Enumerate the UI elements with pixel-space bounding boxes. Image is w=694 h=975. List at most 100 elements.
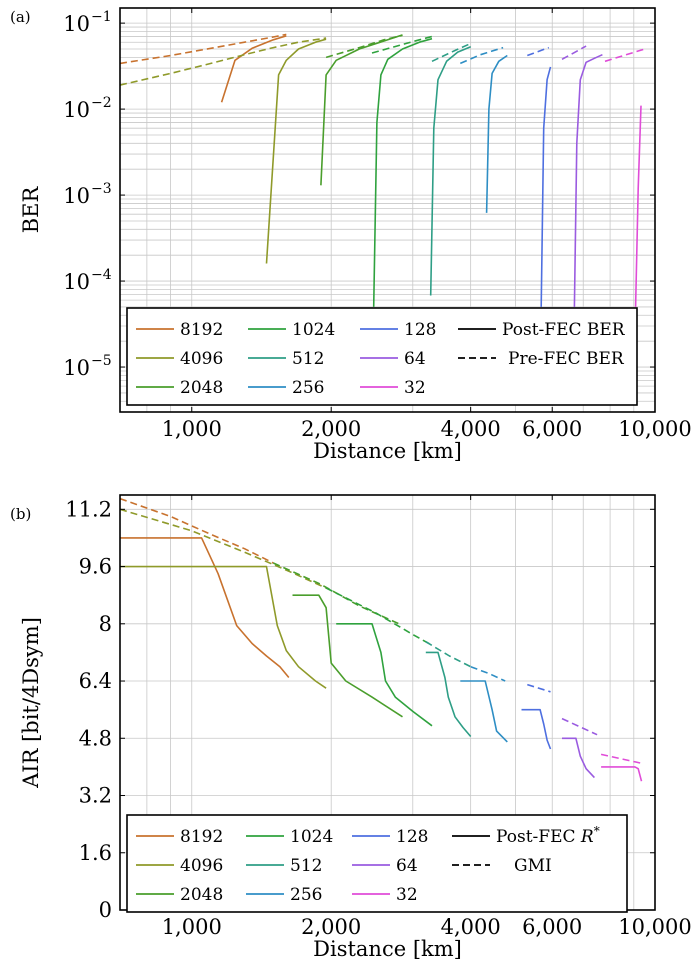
legend-entry-label: 1024 <box>290 827 333 847</box>
series-line-4096-post <box>265 38 327 264</box>
y-tick-label: 10 <box>63 12 90 36</box>
series-line-1024-gmi <box>325 587 433 646</box>
series-line-2048-post <box>320 34 403 186</box>
y-tick-exponent: −5 <box>91 353 112 369</box>
ticks: 1,000 2,000 4,000 6,000 10,00010−510−410−310… <box>63 8 692 441</box>
series-line-1024-post <box>372 37 433 307</box>
y-tick-exponent: −3 <box>91 181 112 197</box>
legend-math-symbol: R <box>580 827 594 847</box>
legend-entry-label: 8192 <box>180 320 223 340</box>
legend: 8192 4096 2048 1024 512 256 128 64 32 Post-FEC R*… <box>126 814 628 913</box>
legend: 8192 4096 2048 1024 512 256 128 64 32 Post-FEC BE… <box>126 307 638 406</box>
x-tick-label: 4,000 <box>441 417 501 441</box>
y-tick-exponent: −4 <box>91 267 112 283</box>
x-tick-label: 10,000 <box>618 417 691 441</box>
series-line-32-post <box>634 105 642 307</box>
series-line-8192-post <box>220 35 287 103</box>
y-tick-label: 10 <box>63 356 90 380</box>
legend-style-label: Post-FEC R* <box>496 824 600 847</box>
legend-style-label: Pre-FEC BER <box>508 349 625 369</box>
series-line-1024-post <box>336 622 433 727</box>
series-line-256-post <box>485 54 508 213</box>
legend-entry-label: 2048 <box>180 885 223 905</box>
legend-entry-label: 512 <box>292 349 324 369</box>
series-line-512-post <box>429 46 472 296</box>
x-tick-label: 4,000 <box>441 915 501 939</box>
series-line-64-post <box>562 737 595 779</box>
plot-frame <box>119 7 656 413</box>
series-line-2048-gmi <box>272 562 400 625</box>
series-line-4096-post <box>120 565 327 689</box>
series-line-128-gmi <box>527 683 551 693</box>
series-line-512-gmi <box>425 641 472 668</box>
series-line-1024-pre <box>371 35 433 54</box>
series-line-64-gmi <box>561 717 598 736</box>
series-line-64-pre <box>561 45 587 61</box>
series-line-512-pre <box>431 42 472 63</box>
ticks: 1,000 2,000 4,000 6,000 10,000 0 1.6 3.2 4.8 6.4 8… <box>65 495 692 939</box>
series-line-256-gmi <box>470 665 506 682</box>
y-tick-exponent: −2 <box>91 95 112 111</box>
legend-entry-label: 32 <box>396 885 418 905</box>
legend-box <box>126 814 628 913</box>
series-line-2048-pre <box>325 34 403 59</box>
legend-entry-label: 256 <box>292 378 324 398</box>
series-line-8192-pre <box>120 33 287 65</box>
legend-entry-label: 64 <box>404 349 426 369</box>
series-line-256-pre <box>459 46 504 65</box>
x-tick-label: 1,000 <box>162 417 222 441</box>
legend-entry-label: 8192 <box>180 827 223 847</box>
y-tick-label: 4.8 <box>79 726 112 750</box>
series-line-8192-gmi <box>120 497 274 564</box>
series-line-4096-gmi <box>120 508 327 589</box>
series-group <box>120 497 643 782</box>
legend-entry-label: 32 <box>404 378 426 398</box>
legend-math-superscript: * <box>594 824 600 838</box>
legend-style-label: Post-FEC BER <box>502 320 626 340</box>
y-tick-label: 10 <box>63 184 90 208</box>
legend-box <box>126 307 638 406</box>
legend-style-label: GMI <box>514 856 552 876</box>
x-tick-label: 6,000 <box>522 915 582 939</box>
y-axis-label: AIR [bit/4Dsym] <box>19 617 43 789</box>
series-line-512-post <box>425 651 472 738</box>
x-tick-label: 10,000 <box>618 915 691 939</box>
series-group <box>120 33 645 307</box>
series-line-32-gmi <box>600 753 642 765</box>
x-tick-label: 6,000 <box>522 417 582 441</box>
x-axis-label: Distance [km] <box>313 439 462 463</box>
y-tick-label: 0 <box>99 898 112 922</box>
y-tick-label: 6.4 <box>79 669 112 693</box>
legend-entry-label: 1024 <box>292 320 335 340</box>
y-tick-label: 9.6 <box>79 555 112 579</box>
x-tick-label: 2,000 <box>301 417 361 441</box>
panel-label: (a) <box>10 8 31 26</box>
y-tick-label: 10 <box>63 98 90 122</box>
air-chart-panel: 1,000 2,000 4,000 6,000 10,000 0 1.6 3.2 4.8 6.4 8… <box>10 494 692 961</box>
y-axis-label: BER <box>19 186 43 234</box>
legend-entry-label: 512 <box>290 856 322 876</box>
y-tick-label: 11.2 <box>65 497 112 521</box>
series-line-2048-post <box>292 594 403 718</box>
legend-entry-label: 4096 <box>180 349 223 369</box>
series-line-32-pre <box>604 48 645 63</box>
series-line-64-post <box>573 53 603 307</box>
series-line-32-post <box>601 766 643 782</box>
ber-chart-panel: 1,000 2,000 4,000 6,000 10,00010−510−410−310… <box>10 7 692 463</box>
y-tick-label: 8 <box>99 612 112 636</box>
x-tick-label: 2,000 <box>301 915 361 939</box>
y-tick-exponent: −1 <box>91 9 112 25</box>
legend-entry-label: 128 <box>404 320 436 340</box>
x-tick-label: 1,000 <box>162 915 222 939</box>
legend-entry-label: 128 <box>396 827 428 847</box>
legend-entry-label: 4096 <box>180 856 223 876</box>
series-line-256-post <box>460 680 508 743</box>
series-line-128-post <box>521 708 552 750</box>
series-line-8192-post <box>120 537 290 679</box>
x-axis-label: Distance [km] <box>313 937 462 961</box>
y-tick-label: 10 <box>63 270 90 294</box>
legend-entry-label: 256 <box>290 885 322 905</box>
y-tick-label: 3.2 <box>79 784 112 808</box>
legend-entry-label: 2048 <box>180 378 223 398</box>
